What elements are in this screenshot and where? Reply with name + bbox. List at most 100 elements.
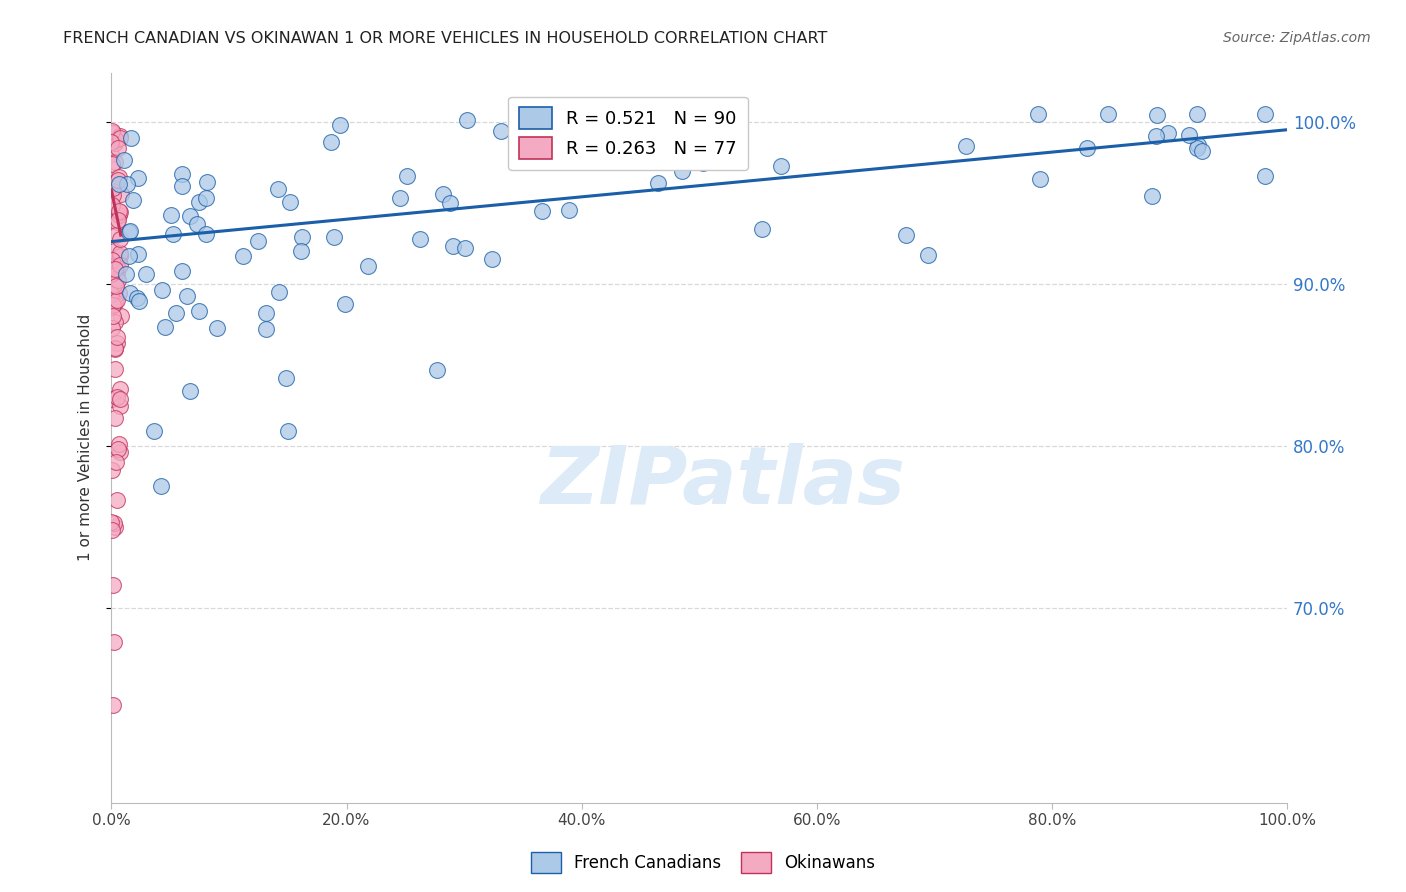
Point bbox=[894, 227, 917, 242]
Point bbox=[329, 118, 352, 132]
Point bbox=[1185, 141, 1208, 155]
Point bbox=[103, 244, 125, 259]
Point bbox=[118, 225, 141, 239]
Point bbox=[105, 215, 128, 229]
Point bbox=[107, 442, 129, 456]
Point bbox=[101, 463, 124, 477]
Point bbox=[489, 123, 512, 137]
Point bbox=[100, 124, 122, 138]
Point bbox=[187, 304, 209, 318]
Point bbox=[108, 203, 131, 218]
Point bbox=[101, 577, 124, 591]
Point bbox=[107, 141, 129, 155]
Point bbox=[117, 177, 139, 191]
Point bbox=[267, 285, 290, 300]
Point bbox=[1029, 172, 1052, 186]
Text: Source: ZipAtlas.com: Source: ZipAtlas.com bbox=[1223, 31, 1371, 45]
Point bbox=[179, 209, 201, 223]
Point bbox=[101, 320, 124, 334]
Point bbox=[456, 112, 478, 127]
Point bbox=[917, 248, 939, 262]
Point bbox=[104, 341, 127, 355]
Point bbox=[103, 262, 125, 277]
Point bbox=[389, 191, 412, 205]
Point bbox=[127, 247, 149, 261]
Point bbox=[1026, 106, 1049, 120]
Point bbox=[1254, 169, 1277, 183]
Point bbox=[104, 155, 127, 169]
Point bbox=[103, 698, 125, 713]
Point bbox=[122, 193, 145, 207]
Point bbox=[165, 306, 187, 320]
Point bbox=[110, 445, 132, 459]
Point bbox=[107, 170, 129, 185]
Point bbox=[692, 156, 714, 170]
Point bbox=[172, 167, 194, 181]
Point bbox=[101, 127, 124, 141]
Point bbox=[107, 335, 129, 350]
Point bbox=[101, 180, 124, 194]
Point bbox=[955, 139, 977, 153]
Point bbox=[170, 178, 193, 193]
Point bbox=[103, 277, 125, 291]
Point bbox=[150, 479, 173, 493]
Point bbox=[481, 252, 503, 266]
Point bbox=[1076, 141, 1098, 155]
Point bbox=[108, 232, 131, 246]
Point bbox=[1178, 128, 1201, 143]
Legend: R = 0.521   N = 90, R = 0.263   N = 77: R = 0.521 N = 90, R = 0.263 N = 77 bbox=[509, 96, 748, 169]
Point bbox=[1097, 106, 1119, 120]
Point bbox=[395, 169, 418, 184]
Point bbox=[104, 342, 127, 356]
Point bbox=[195, 227, 218, 241]
Point bbox=[195, 175, 218, 189]
Point bbox=[103, 265, 125, 279]
Point bbox=[1144, 128, 1167, 143]
Point bbox=[291, 230, 314, 244]
Point bbox=[120, 224, 142, 238]
Point bbox=[108, 177, 131, 191]
Point bbox=[1191, 144, 1213, 158]
Point bbox=[100, 286, 122, 301]
Point bbox=[105, 265, 128, 279]
Point bbox=[751, 222, 773, 236]
Point bbox=[531, 203, 554, 218]
Point bbox=[162, 227, 184, 241]
Point bbox=[103, 635, 125, 649]
Point bbox=[267, 182, 290, 196]
Point bbox=[118, 285, 141, 300]
Point bbox=[170, 263, 193, 277]
Point bbox=[104, 411, 127, 425]
Point bbox=[231, 249, 253, 263]
Point bbox=[247, 234, 270, 248]
Point bbox=[103, 516, 125, 530]
Point bbox=[453, 241, 475, 255]
Point bbox=[107, 273, 129, 287]
Legend: French Canadians, Okinawans: French Canadians, Okinawans bbox=[524, 846, 882, 880]
Point bbox=[114, 267, 136, 281]
Point bbox=[186, 217, 208, 231]
Point bbox=[357, 259, 380, 273]
Point bbox=[101, 253, 124, 268]
Point bbox=[278, 194, 301, 209]
Point bbox=[671, 164, 693, 178]
Point bbox=[254, 306, 277, 320]
Point bbox=[100, 515, 122, 529]
Point bbox=[103, 278, 125, 293]
Point bbox=[105, 227, 128, 242]
Point bbox=[108, 285, 131, 300]
Point bbox=[557, 202, 579, 217]
Point bbox=[118, 249, 141, 263]
Point bbox=[104, 520, 127, 534]
Point bbox=[108, 249, 131, 263]
Point bbox=[112, 153, 135, 167]
Point bbox=[277, 425, 299, 439]
Point bbox=[104, 279, 127, 293]
Point bbox=[425, 363, 447, 377]
Point bbox=[103, 296, 125, 310]
Point bbox=[187, 194, 209, 209]
Point bbox=[104, 315, 127, 329]
Point bbox=[104, 257, 127, 271]
Point bbox=[150, 283, 173, 297]
Point bbox=[108, 392, 131, 406]
